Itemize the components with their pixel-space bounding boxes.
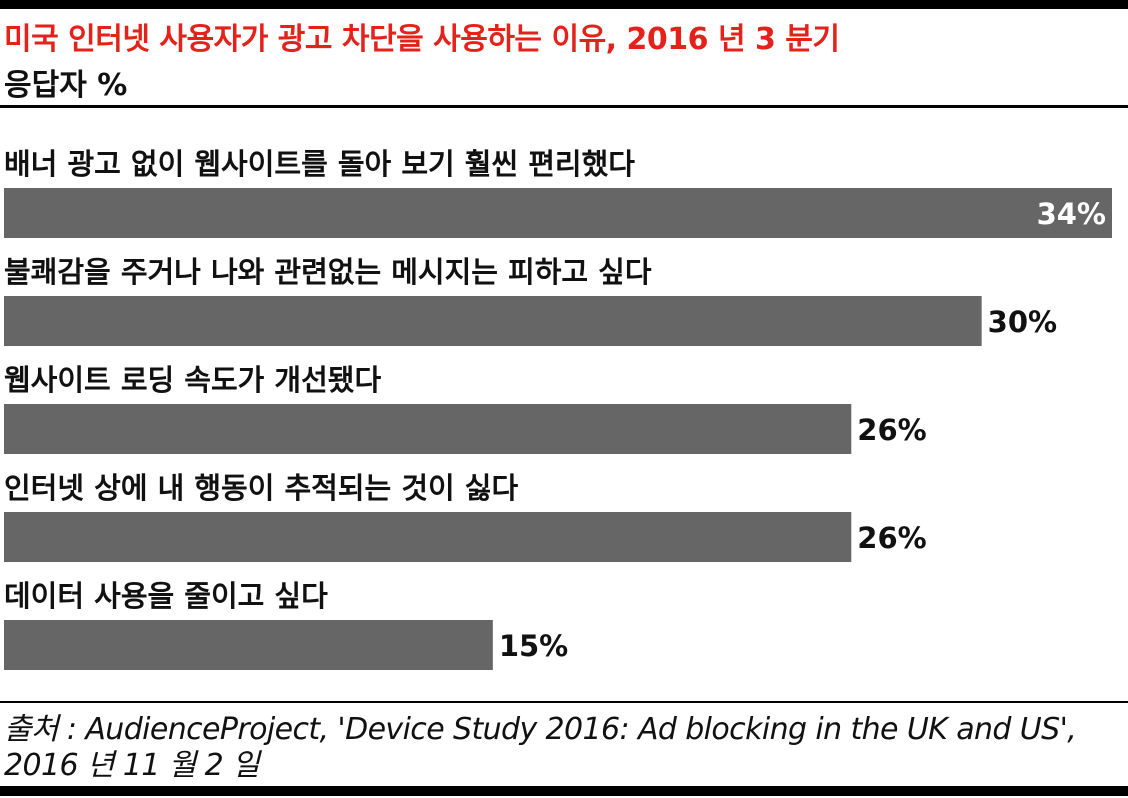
bar	[4, 620, 493, 670]
value-label: 15%	[499, 629, 568, 663]
bar	[4, 404, 852, 454]
category-label: 인터넷 상에 내 행동이 추적되는 것이 싫다	[4, 471, 518, 505]
chart-title: 미국 인터넷 사용자가 광고 차단을 사용하는 이유, 2016 년 3 분기	[4, 22, 840, 57]
bar	[4, 512, 852, 562]
category-label: 배너 광고 없이 웹사이트를 돌아 보기 훨씬 편리했다	[4, 147, 635, 181]
header-rule	[0, 105, 1128, 108]
category-label: 웹사이트 로딩 속도가 개선됐다	[4, 363, 381, 397]
bar	[4, 188, 1112, 238]
value-label: 34%	[1037, 197, 1106, 231]
top-rule	[0, 0, 1128, 9]
bar	[4, 296, 982, 346]
value-label: 26%	[857, 521, 926, 555]
value-label: 26%	[857, 413, 926, 447]
chart-subtitle: 응답자 %	[4, 68, 128, 103]
source-note: 출처 : AudienceProject, 'Device Study 2016…	[4, 712, 1077, 783]
category-label: 불쾌감을 주거나 나와 관련없는 메시지는 피하고 싶다	[4, 255, 652, 289]
category-label: 데이터 사용을 줄이고 싶다	[4, 579, 328, 613]
footer-rule	[0, 701, 1128, 703]
bottom-rule	[0, 786, 1128, 796]
value-label: 30%	[988, 305, 1057, 339]
bar-chart: 배너 광고 없이 웹사이트를 돌아 보기 훨씬 편리했다 34% 불쾌감을 주거나 …	[4, 147, 1112, 670]
